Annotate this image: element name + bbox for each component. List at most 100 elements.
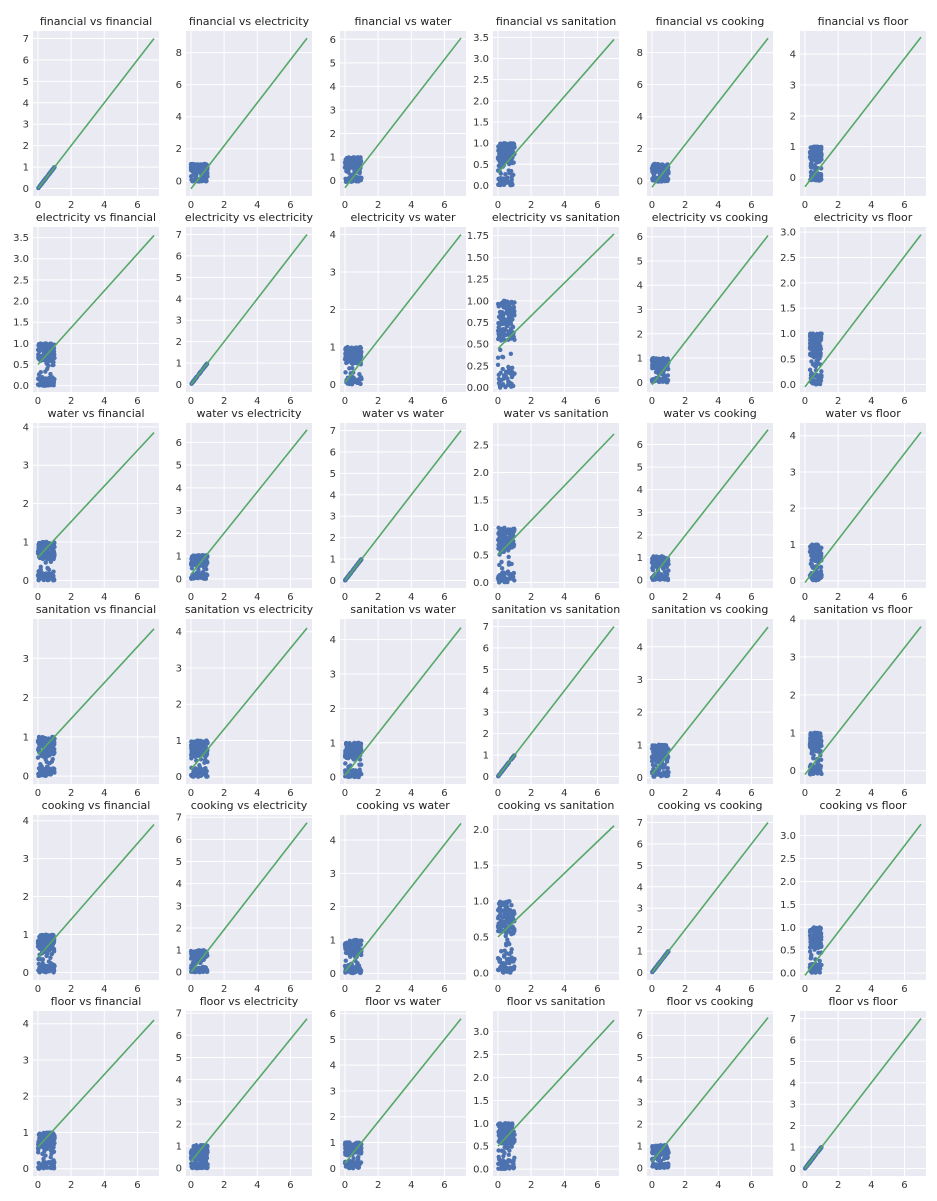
scatter-point — [817, 158, 823, 163]
scatter-point — [38, 744, 44, 749]
panel-title: financial vs electricity — [189, 15, 310, 28]
x-tick-label: 2 — [375, 200, 381, 211]
panel-title: financial vs water — [354, 15, 452, 28]
x-tick-label: 0 — [802, 592, 808, 603]
scatter-point — [511, 571, 517, 576]
scatter-point — [817, 735, 822, 740]
scatter-point — [499, 302, 504, 308]
scatter-point — [343, 958, 349, 963]
y-tick-label: 3 — [330, 268, 336, 279]
scatter-point — [500, 354, 505, 360]
regression-line — [37, 234, 155, 366]
scatter-points — [342, 344, 364, 387]
scatter-point — [200, 552, 205, 558]
scatter-point — [654, 772, 660, 777]
scatter-point — [506, 302, 511, 308]
scatter-point — [356, 380, 361, 386]
x-tick-label: 0 — [649, 200, 655, 211]
panel-title: electricity vs cooking — [652, 211, 769, 224]
regression-line — [497, 38, 615, 174]
scatter-point — [44, 381, 50, 387]
plot-area — [342, 37, 462, 189]
scatter-point — [358, 155, 363, 160]
plot-area — [342, 234, 462, 387]
scatter-point — [506, 560, 512, 565]
x-tick-label: 0 — [188, 788, 194, 799]
regression-line — [497, 433, 615, 556]
y-tick-label: 1.5 — [13, 318, 29, 329]
plot-area — [342, 822, 462, 976]
scatter-point — [42, 933, 47, 938]
scatter-point — [509, 300, 515, 306]
x-tick-label: 2 — [375, 396, 381, 407]
scatter-point — [502, 179, 507, 184]
panel-title: financial vs floor — [818, 15, 909, 28]
panel-title: financial vs cooking — [656, 15, 765, 28]
x-tick-label: 0 — [188, 396, 194, 407]
scatter-point — [202, 757, 208, 762]
y-tick-label: 6 — [637, 232, 643, 243]
x-tick-label: 2 — [835, 788, 841, 799]
scatter-point — [345, 741, 350, 746]
panel-title: sanitation vs electricity — [185, 603, 314, 616]
plot-area — [188, 37, 308, 190]
plot-area — [35, 823, 155, 975]
scatter-point — [656, 752, 661, 758]
scatter-point — [51, 766, 56, 771]
scatter-point — [503, 373, 508, 378]
scatter-point — [201, 746, 206, 752]
scatter-point — [358, 969, 363, 974]
scatter-point — [353, 770, 358, 775]
scatter-point — [660, 566, 666, 571]
x-tick-label: 2 — [528, 592, 534, 603]
scatter-point — [512, 964, 517, 969]
scatter-points — [188, 552, 210, 581]
scatter-point — [498, 347, 503, 353]
scatter-point — [650, 176, 655, 182]
scatter-point — [348, 750, 353, 755]
y-tick-label: 3 — [23, 854, 29, 865]
scatter-point — [51, 556, 56, 562]
scatter-point — [656, 357, 661, 362]
scatter-point — [662, 569, 668, 575]
scatter-point — [814, 333, 820, 339]
x-tick-label: 4 — [254, 592, 260, 603]
x-tick-label: 2 — [375, 592, 381, 603]
x-tick-label: 2 — [528, 200, 534, 211]
scatter-point — [189, 739, 194, 744]
scatter-point — [509, 178, 514, 184]
plot-area — [495, 825, 615, 975]
y-tick-label: 0 — [637, 176, 643, 187]
y-tick-label: 5 — [176, 273, 182, 284]
scatter-point — [193, 163, 199, 168]
x-tick-label: 0 — [495, 396, 501, 407]
scatter-point — [818, 757, 824, 762]
y-tick-label: 6 — [23, 55, 29, 66]
scatter-point — [496, 320, 501, 326]
x-tick-label: 6 — [901, 592, 907, 603]
y-tick-label: 3 — [23, 461, 29, 472]
y-tick-label: 4 — [483, 686, 489, 697]
panel-title: electricity vs water — [350, 211, 456, 224]
scatter-point — [662, 746, 667, 752]
x-tick-label: 2 — [68, 396, 74, 407]
plot-area — [804, 36, 922, 188]
y-tick-label: 3 — [23, 654, 29, 665]
scatter-point — [810, 151, 816, 157]
scatter-point — [652, 362, 657, 367]
scatter-point — [660, 772, 665, 778]
x-tick-label: 4 — [101, 592, 107, 603]
x-tick-label: 4 — [561, 396, 567, 407]
panel-title: cooking vs sanitation — [498, 799, 615, 812]
scatter-point — [45, 566, 51, 571]
regression-line — [804, 626, 922, 776]
x-tick-label: 0 — [35, 984, 41, 995]
scatter-point — [359, 938, 364, 943]
scatter-point — [191, 773, 196, 778]
y-tick-label: 5 — [330, 469, 336, 480]
y-tick-label: 4 — [330, 82, 336, 93]
